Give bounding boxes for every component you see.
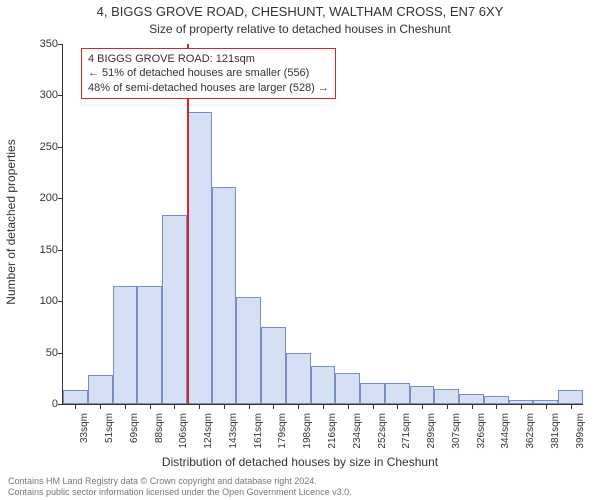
x-tick-mark	[521, 404, 522, 409]
y-tick-mark	[58, 250, 63, 251]
y-tick-label: 100	[28, 295, 58, 307]
x-tick-mark	[298, 404, 299, 409]
x-tick-label: 106sqm	[178, 413, 189, 449]
y-tick-mark	[58, 147, 63, 148]
histogram-bar	[484, 396, 509, 404]
x-tick-label: 399sqm	[575, 413, 586, 449]
histogram-bar	[88, 375, 113, 404]
y-tick-label: 150	[28, 244, 58, 256]
x-axis-label: Distribution of detached houses by size …	[0, 455, 600, 469]
x-tick-label: 216sqm	[327, 413, 338, 449]
x-tick-label: 344sqm	[500, 413, 511, 449]
histogram-bar	[137, 286, 162, 404]
x-tick-mark	[224, 404, 225, 409]
x-tick-label: 179sqm	[277, 413, 288, 449]
x-tick-label: 51sqm	[104, 413, 115, 443]
x-tick-mark	[496, 404, 497, 409]
x-tick-mark	[199, 404, 200, 409]
histogram-bar	[212, 187, 237, 404]
y-tick-label: 200	[28, 192, 58, 204]
y-axis-label: Number of detached properties	[4, 139, 18, 304]
histogram-bar	[335, 373, 360, 404]
x-tick-mark	[150, 404, 151, 409]
x-tick-label: 307sqm	[451, 413, 462, 449]
x-tick-mark	[373, 404, 374, 409]
x-tick-label: 198sqm	[302, 413, 313, 449]
histogram-bar	[434, 389, 459, 404]
annotation-line-2: ← 51% of detached houses are smaller (55…	[88, 66, 329, 80]
x-tick-mark	[125, 404, 126, 409]
x-tick-label: 234sqm	[352, 413, 363, 449]
x-tick-mark	[348, 404, 349, 409]
histogram-bar	[459, 394, 484, 404]
subtitle: Size of property relative to detached ho…	[0, 22, 600, 36]
y-tick-mark	[58, 95, 63, 96]
x-tick-label: 252sqm	[377, 413, 388, 449]
histogram-bar	[113, 286, 138, 404]
histogram-bar	[558, 390, 583, 404]
x-tick-mark	[249, 404, 250, 409]
x-tick-label: 143sqm	[228, 413, 239, 449]
y-tick-mark	[58, 44, 63, 45]
histogram-bar	[162, 215, 187, 404]
histogram-bar	[360, 383, 385, 404]
y-tick-label: 50	[28, 347, 58, 359]
y-tick-mark	[58, 353, 63, 354]
footer-line-1: Contains HM Land Registry data © Crown c…	[8, 476, 352, 487]
x-tick-mark	[447, 404, 448, 409]
histogram-bar	[63, 390, 88, 404]
histogram-bar	[187, 112, 212, 404]
x-tick-mark	[397, 404, 398, 409]
x-tick-mark	[174, 404, 175, 409]
chart-container: 4, BIGGS GROVE ROAD, CHESHUNT, WALTHAM C…	[0, 0, 600, 500]
x-tick-mark	[100, 404, 101, 409]
footer-line-2: Contains public sector information licen…	[8, 487, 352, 498]
x-tick-label: 124sqm	[203, 413, 214, 449]
x-tick-label: 326sqm	[476, 413, 487, 449]
x-tick-mark	[546, 404, 547, 409]
x-tick-label: 289sqm	[426, 413, 437, 449]
y-tick-mark	[58, 198, 63, 199]
plot-area: 4 BIGGS GROVE ROAD: 121sqm ← 51% of deta…	[62, 44, 583, 405]
x-tick-label: 33sqm	[79, 413, 90, 443]
x-tick-label: 88sqm	[154, 413, 165, 443]
histogram-bar	[286, 353, 311, 404]
y-tick-label: 250	[28, 141, 58, 153]
x-tick-label: 161sqm	[253, 413, 264, 449]
y-tick-label: 0	[28, 398, 58, 410]
annotation-line-1: 4 BIGGS GROVE ROAD: 121sqm	[88, 52, 329, 66]
x-tick-label: 381sqm	[550, 413, 561, 449]
y-tick-label: 300	[28, 89, 58, 101]
annotation-box: 4 BIGGS GROVE ROAD: 121sqm ← 51% of deta…	[81, 48, 336, 99]
x-tick-mark	[472, 404, 473, 409]
x-tick-mark	[323, 404, 324, 409]
annotation-line-3: 48% of semi-detached houses are larger (…	[88, 81, 329, 95]
histogram-bar	[385, 383, 410, 404]
y-tick-label: 350	[28, 38, 58, 50]
x-tick-mark	[571, 404, 572, 409]
histogram-bar	[311, 366, 336, 404]
x-tick-label: 271sqm	[401, 413, 412, 449]
histogram-bar	[410, 386, 435, 405]
x-tick-mark	[273, 404, 274, 409]
y-tick-mark	[58, 301, 63, 302]
address-title: 4, BIGGS GROVE ROAD, CHESHUNT, WALTHAM C…	[0, 4, 600, 19]
x-tick-mark	[75, 404, 76, 409]
histogram-bar	[236, 297, 261, 404]
x-tick-label: 69sqm	[129, 413, 140, 443]
x-tick-mark	[422, 404, 423, 409]
footer-credits: Contains HM Land Registry data © Crown c…	[8, 476, 352, 498]
histogram-bar	[261, 327, 286, 404]
y-tick-mark	[58, 404, 63, 405]
x-tick-label: 362sqm	[525, 413, 536, 449]
